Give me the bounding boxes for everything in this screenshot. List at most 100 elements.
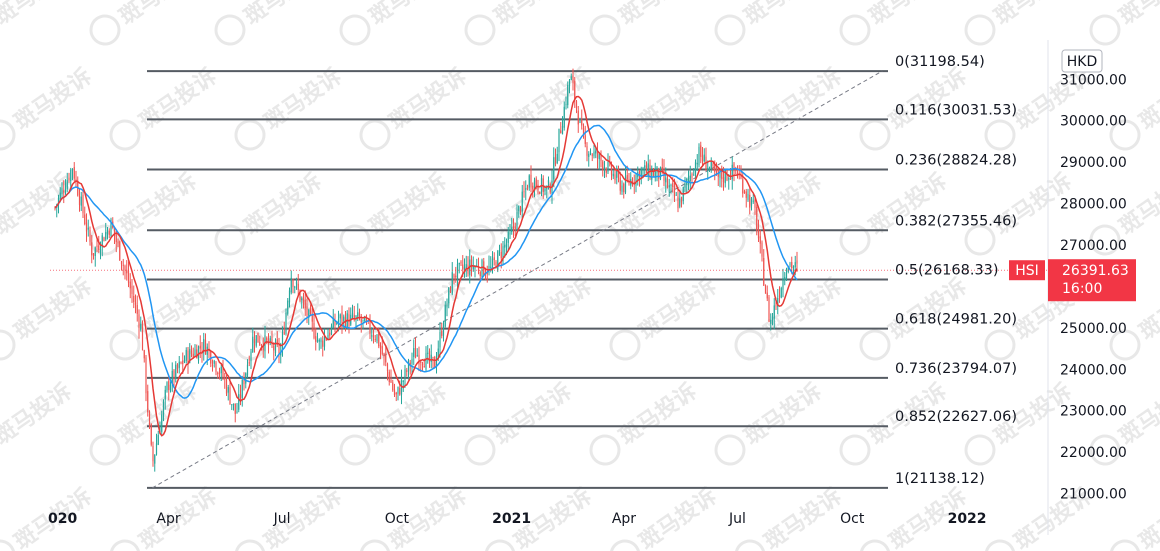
candle-236 [467,256,469,277]
candle-body [626,175,628,180]
candle-320 [614,168,616,184]
candle-body [754,199,756,208]
candle-body [175,364,177,379]
watermark-logo-icon [464,224,496,256]
candle-body [246,364,249,376]
watermark-tile: 斑马投诉 [714,378,827,466]
candle-body [554,157,557,165]
candle-body [449,287,452,293]
candle-355 [675,191,677,196]
candle-248 [488,255,490,276]
fib-label-3: 0.382(27355.46) [895,213,1017,229]
candle-body [635,174,637,186]
candle-body [526,187,529,190]
watermark-logo-icon [464,14,496,46]
candle-body [288,290,291,303]
candle-body [295,282,298,285]
candle-body [406,370,408,372]
candle-93 [217,371,219,379]
candle-27 [101,232,103,257]
candle-body [666,179,669,188]
watermark-text: 斑马投诉 [0,378,77,450]
candle-72 [180,361,182,365]
candle-body [726,170,728,181]
watermark-logo-icon [234,539,266,551]
candle-body [236,411,238,413]
candle-body [75,179,77,181]
candle-55 [150,423,152,447]
candle-42 [127,261,130,288]
candle-231 [458,262,460,274]
candle-328 [628,172,630,186]
candle-295 [570,73,572,81]
candle-381 [721,165,723,188]
candle-24 [96,239,98,253]
candle-body [680,197,683,203]
candle-body [617,172,620,178]
candle-body [558,128,560,153]
candle-body [451,272,453,294]
candle-body [509,232,511,235]
candle-body [115,234,117,243]
candle-body [644,165,646,168]
candle-43 [129,273,131,299]
candle-306 [589,148,592,156]
candle-body [647,163,649,176]
candle-body [775,305,777,307]
watermark-logo-icon [984,329,1016,361]
candle-body [696,162,698,165]
watermark-tile: 斑马投诉 [734,63,847,151]
candle-body [70,169,72,182]
candle-14 [78,188,81,212]
candle-380 [719,170,721,188]
y-tick-label-9: 30000.00 [1060,114,1127,130]
candle-body [266,337,268,341]
candle-116 [257,332,259,343]
candle-372 [705,147,707,171]
candle-417 [784,271,786,286]
candle-body [287,300,289,314]
candle-body [204,339,207,355]
candle-133 [287,298,289,316]
candle-body [73,167,75,179]
candle-body [470,259,473,268]
moving-averages-layer [50,95,1048,437]
candle-body [271,339,273,345]
watermark-logo-icon [484,539,516,551]
candle-body [365,319,368,322]
candle-body [260,344,263,346]
candle-115 [255,335,257,348]
candle-body [171,370,173,385]
candle-157 [329,328,331,340]
candle-body [462,264,464,270]
candle-215 [430,344,432,369]
candle-92 [215,361,217,376]
watermark-tile: 斑马投诉 [609,63,722,151]
candle-78 [190,345,193,358]
candle-body [568,79,571,87]
watermark-text: 斑马投诉 [0,0,77,30]
candle-291 [563,101,565,131]
candle-body [87,227,89,230]
candle-body [218,372,221,374]
candle-217 [434,355,436,368]
candle-244 [481,258,483,279]
candle-406 [764,284,767,294]
candle-319 [612,169,614,180]
candle-body [283,332,285,334]
candle-body [285,312,287,335]
candle-body [780,288,782,298]
candle-69 [175,361,177,383]
candle-407 [766,285,768,302]
time-axis[interactable]: 020 Apr Jul Oct 2021 Apr Jul Oct 2022 [48,511,987,527]
candle-body [358,313,361,319]
candle-body [560,130,562,133]
candle-216 [432,356,434,369]
candle-body [752,200,754,202]
candle-160 [334,313,336,333]
candle-body [344,317,347,328]
watermark-logo-icon [0,119,16,151]
candle-207 [416,348,418,357]
candle-body [91,242,93,256]
